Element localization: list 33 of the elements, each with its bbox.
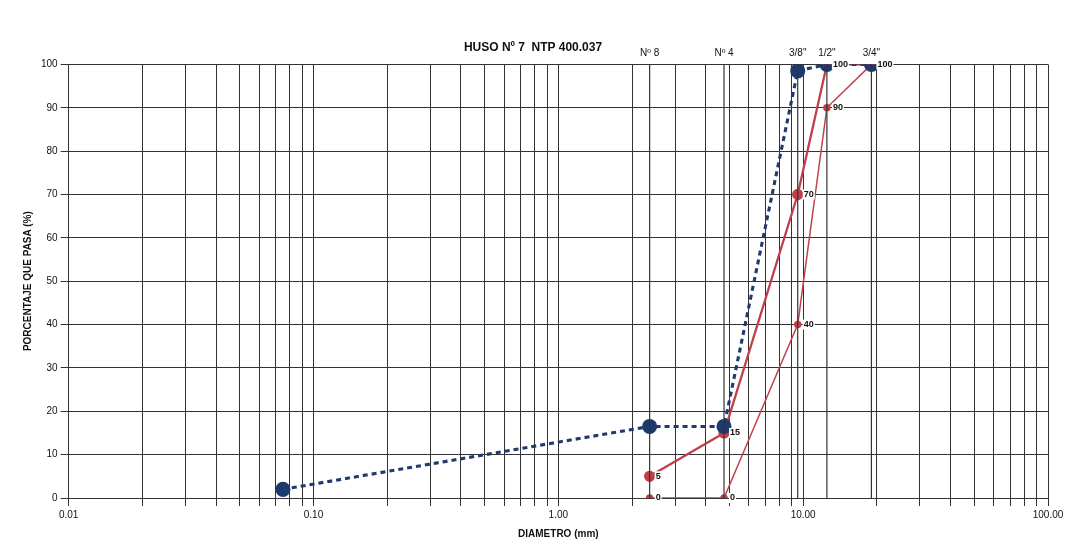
y-tick-label: 60 bbox=[46, 231, 59, 243]
text: 3/4" bbox=[862, 47, 881, 59]
x-tick-label: 100.00 bbox=[1032, 508, 1064, 520]
x-tick-label: 0.01 bbox=[58, 508, 79, 520]
y-tick-label: 90 bbox=[46, 101, 59, 113]
x-tick-label: 10.00 bbox=[790, 508, 817, 520]
y-tick-label: 10 bbox=[46, 448, 59, 460]
data-label: 40 bbox=[803, 319, 814, 330]
y-tick-label: 40 bbox=[46, 318, 59, 330]
y-tick-label: 0 bbox=[52, 491, 59, 503]
data-label: 90 bbox=[832, 102, 843, 113]
chart-title: HUSO Nº 7 NTP 400.037 bbox=[463, 39, 603, 54]
x-axis-title: DIAMETRO (mm) bbox=[518, 527, 599, 539]
data-label: 70 bbox=[803, 188, 814, 199]
y-tick-label: 30 bbox=[46, 361, 59, 373]
y-tick-label: 80 bbox=[46, 144, 59, 156]
data-label: 15 bbox=[730, 427, 741, 438]
data-label: 0 bbox=[655, 492, 661, 503]
y-axis-title: PORCENTAJE QUE PASA (%) bbox=[21, 211, 33, 352]
y-tick-label: 70 bbox=[46, 188, 59, 200]
ref-line-label: Nº 4 bbox=[714, 47, 735, 59]
data-label: 5 bbox=[655, 470, 661, 481]
data-label: 0 bbox=[730, 492, 736, 503]
text: 1/2" bbox=[818, 47, 837, 59]
y-tick-label: 50 bbox=[46, 274, 59, 286]
x-tick-label: 1.00 bbox=[548, 508, 569, 520]
ref-line-label: Nº 8 bbox=[640, 47, 660, 59]
y-tick-label: 100 bbox=[41, 58, 59, 70]
text: 3/8" bbox=[788, 47, 807, 59]
data-label: 100 bbox=[832, 58, 848, 69]
x-tick-label: 0.10 bbox=[303, 508, 324, 520]
y-tick-label: 20 bbox=[46, 405, 59, 417]
data-label: 100 bbox=[877, 58, 893, 69]
